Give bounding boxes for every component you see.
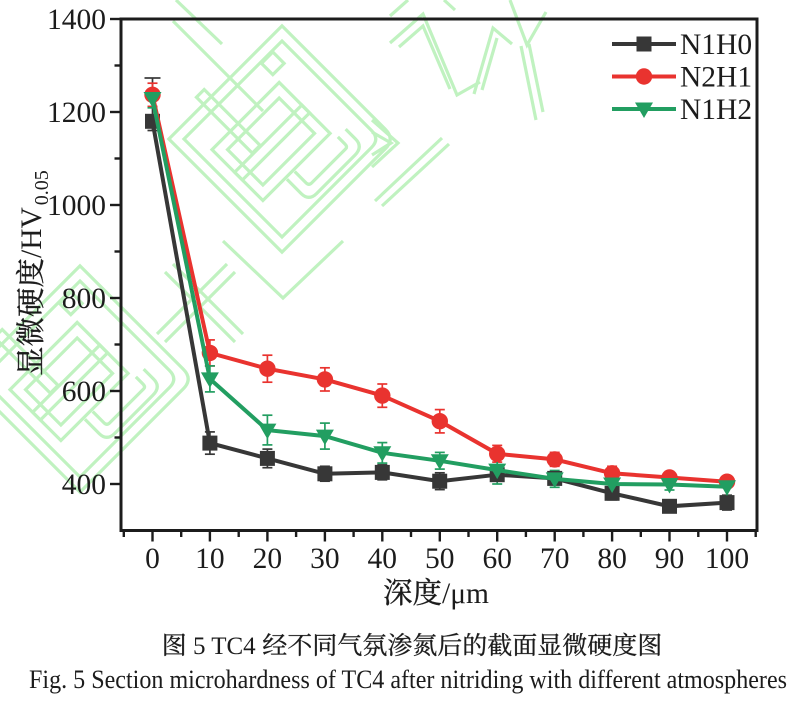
svg-text:70: 70 xyxy=(540,543,570,575)
svg-text:90: 90 xyxy=(655,543,685,575)
svg-text:30: 30 xyxy=(310,543,340,575)
svg-text:10: 10 xyxy=(195,543,225,575)
svg-text:N2H1: N2H1 xyxy=(680,62,752,94)
svg-text:5 TC4: 5 TC4 xyxy=(187,633,262,660)
svg-text:Fig. 5 Section microhardness o: Fig. 5 Section microhardness of TC4 afte… xyxy=(29,665,787,694)
svg-text:1000: 1000 xyxy=(47,190,106,222)
svg-text:1200: 1200 xyxy=(47,97,106,129)
svg-text:400: 400 xyxy=(62,469,106,501)
svg-text:800: 800 xyxy=(62,283,106,315)
svg-text:60: 60 xyxy=(482,543,512,575)
svg-text:40: 40 xyxy=(368,543,398,575)
svg-text:0.05: 0.05 xyxy=(31,170,53,205)
svg-text:50: 50 xyxy=(425,543,455,575)
svg-text:0: 0 xyxy=(145,543,160,575)
svg-text:20: 20 xyxy=(253,543,283,575)
svg-text:600: 600 xyxy=(62,376,106,408)
svg-text:/HV: /HV xyxy=(16,207,48,258)
svg-text:N1H2: N1H2 xyxy=(680,94,752,126)
svg-text:1400: 1400 xyxy=(47,4,106,36)
svg-text:100: 100 xyxy=(705,543,749,575)
svg-text:/μm: /μm xyxy=(442,578,489,610)
svg-text:80: 80 xyxy=(597,543,627,575)
svg-text:N1H0: N1H0 xyxy=(680,29,752,61)
